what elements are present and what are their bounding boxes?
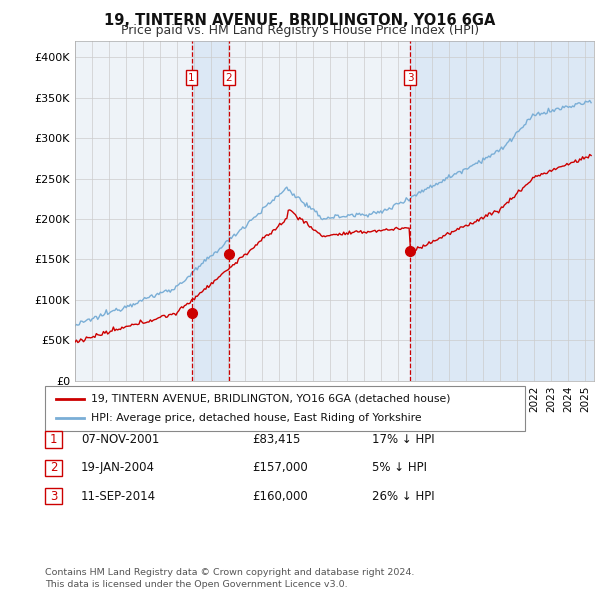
Text: HPI: Average price, detached house, East Riding of Yorkshire: HPI: Average price, detached house, East… xyxy=(91,414,422,423)
Text: 3: 3 xyxy=(407,73,413,83)
Text: 1: 1 xyxy=(50,433,57,446)
Text: Contains HM Land Registry data © Crown copyright and database right 2024.
This d: Contains HM Land Registry data © Crown c… xyxy=(45,568,415,589)
Text: 1: 1 xyxy=(188,73,195,83)
Text: 2: 2 xyxy=(226,73,232,83)
Text: 19, TINTERN AVENUE, BRIDLINGTON, YO16 6GA: 19, TINTERN AVENUE, BRIDLINGTON, YO16 6G… xyxy=(104,13,496,28)
Text: 3: 3 xyxy=(50,490,57,503)
Text: £83,415: £83,415 xyxy=(252,433,301,446)
Bar xyxy=(191,41,229,381)
Text: 19-JAN-2004: 19-JAN-2004 xyxy=(81,461,155,474)
Bar xyxy=(410,41,594,381)
Text: 2: 2 xyxy=(50,461,57,474)
Text: 11-SEP-2014: 11-SEP-2014 xyxy=(81,490,156,503)
Text: 19, TINTERN AVENUE, BRIDLINGTON, YO16 6GA (detached house): 19, TINTERN AVENUE, BRIDLINGTON, YO16 6G… xyxy=(91,394,451,404)
Text: £160,000: £160,000 xyxy=(252,490,308,503)
Text: Price paid vs. HM Land Registry's House Price Index (HPI): Price paid vs. HM Land Registry's House … xyxy=(121,24,479,37)
Text: 5% ↓ HPI: 5% ↓ HPI xyxy=(372,461,427,474)
Text: 17% ↓ HPI: 17% ↓ HPI xyxy=(372,433,434,446)
Text: 26% ↓ HPI: 26% ↓ HPI xyxy=(372,490,434,503)
Text: £157,000: £157,000 xyxy=(252,461,308,474)
Text: 07-NOV-2001: 07-NOV-2001 xyxy=(81,433,160,446)
